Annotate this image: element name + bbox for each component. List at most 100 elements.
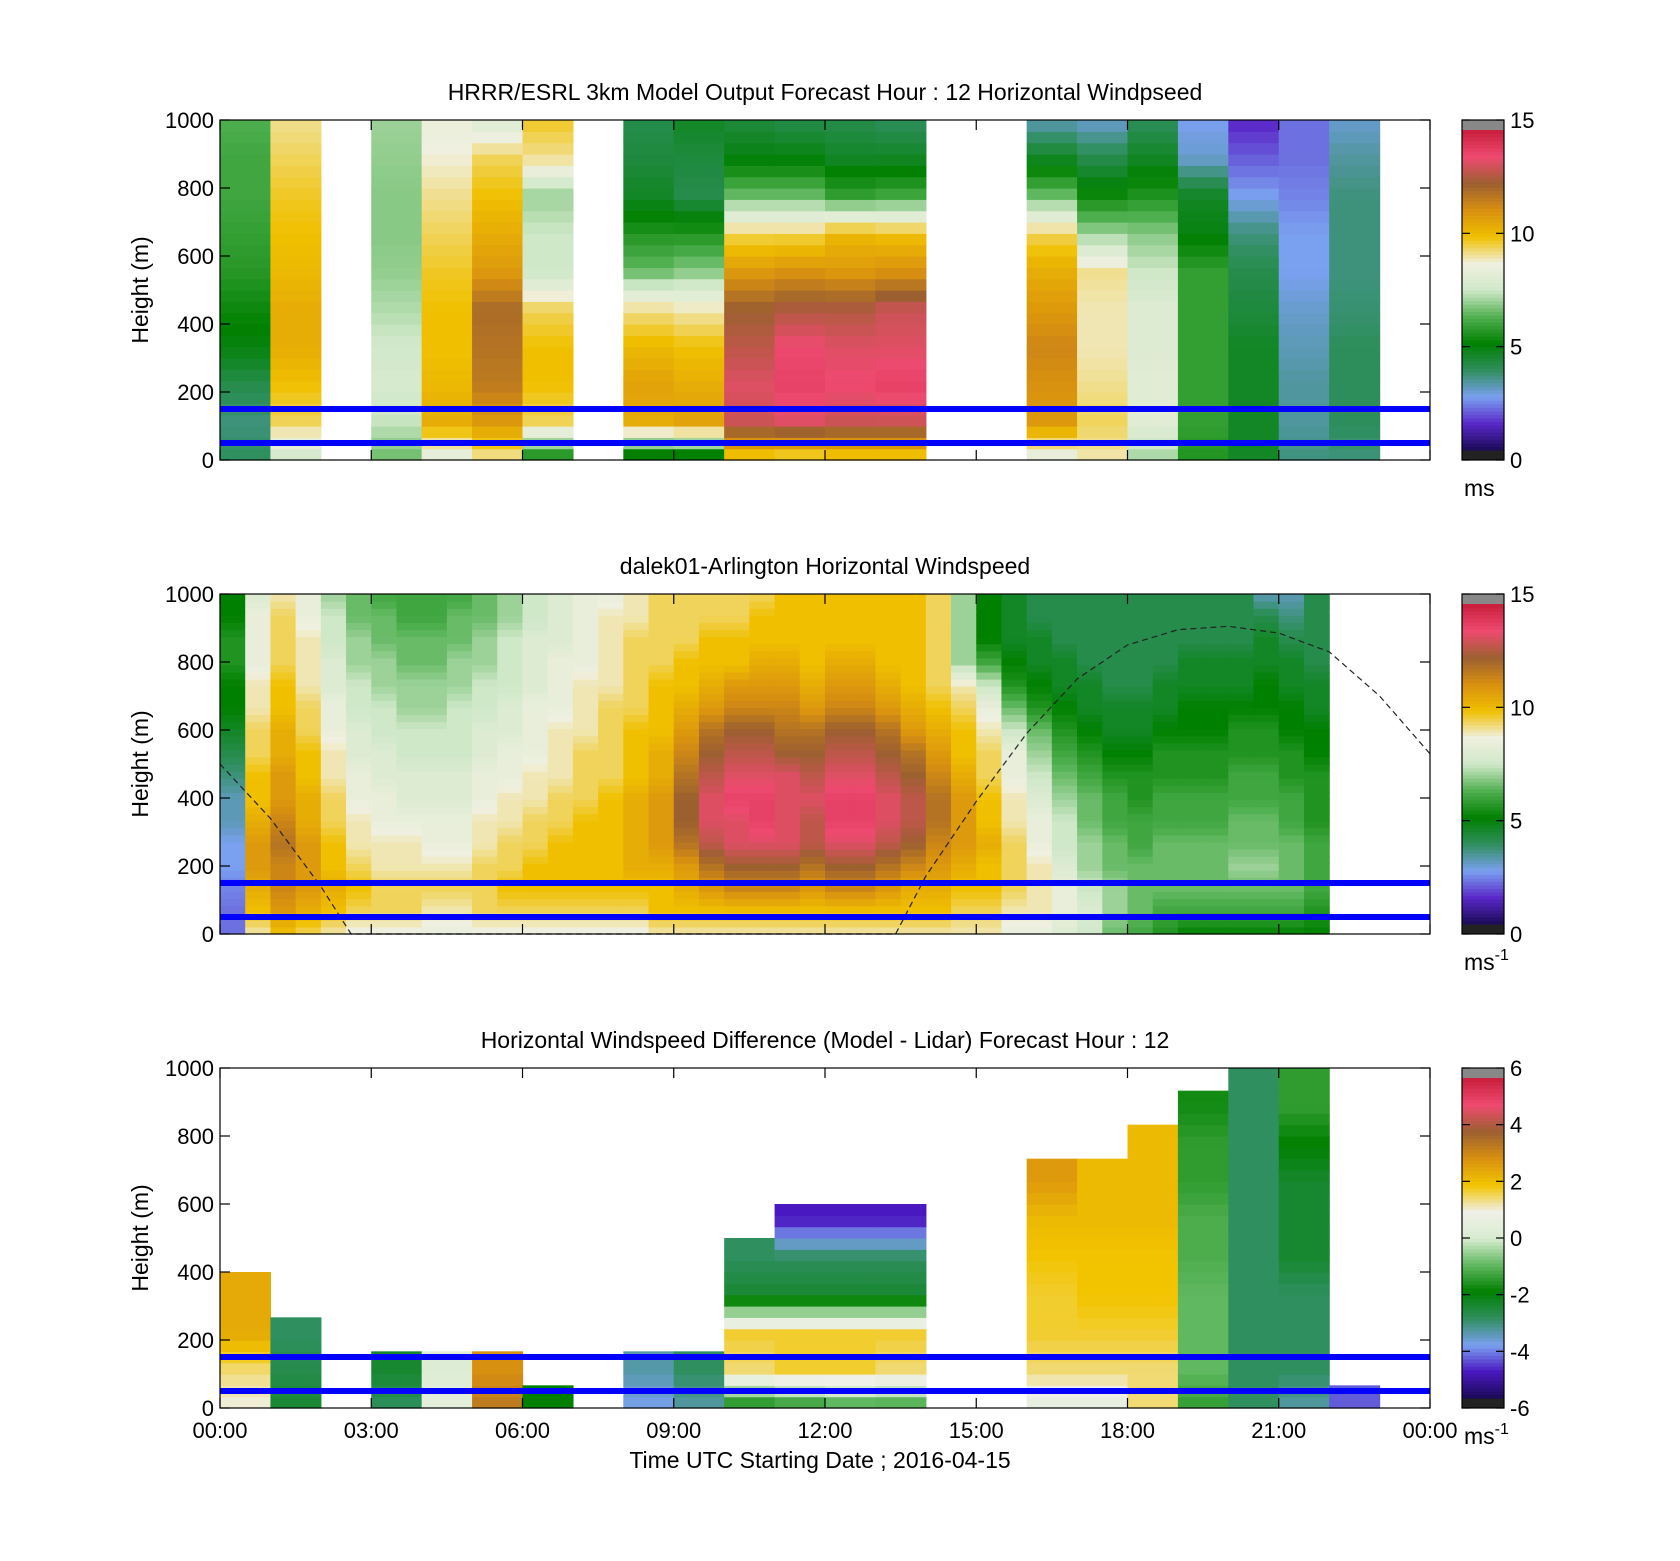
heatmap-cell [1102,728,1129,737]
heatmap-cell [1228,806,1255,815]
heatmap-cell [421,891,448,900]
heatmap-cell [1077,834,1103,843]
heatmap-cell [1001,799,1028,808]
heatmap-cell [1127,369,1179,382]
heatmap-cell [749,714,776,723]
heatmap-cell [1102,799,1129,808]
colorbar-segment [1462,147,1504,152]
heatmap-cell [421,693,448,701]
heatmap-cell [1152,594,1179,602]
heatmap-cell [295,820,322,829]
heatmap-cell [875,1204,927,1216]
heatmap-cell [900,771,927,779]
heatmap-cell [774,643,801,652]
heatmap-cell [497,594,524,602]
heatmap-cell [396,756,423,765]
heatmap-cell [875,671,902,680]
heatmap-cell [1127,601,1154,609]
heatmap-cell [799,721,826,730]
heatmap-cell [976,905,1003,914]
heatmap-cell [799,905,826,914]
heatmap-cell [421,601,448,609]
heatmap-cell [396,601,423,609]
heatmap-cell [472,615,498,623]
heatmap-cell [522,785,549,793]
heatmap-cell [1228,643,1255,652]
heatmap-cell [1278,358,1330,370]
heatmap-cell [1177,233,1229,246]
heatmap-cell [774,188,826,200]
heatmap-cell [1203,671,1229,680]
heatmap-cell [1001,742,1028,751]
heatmap-cell [421,622,448,631]
heatmap-cell [1303,856,1330,864]
heatmap-cell [371,154,423,166]
heatmap-cell [1177,671,1204,680]
heatmap-cell [799,700,826,708]
colorbar-segment [1462,611,1504,616]
heatmap-cell [1329,267,1381,280]
heatmap-cell [976,643,1003,652]
heatmap-cell [1026,1181,1078,1194]
heatmap-cell [220,1374,272,1386]
heatmap-cell [1127,1215,1179,1228]
colorbar-segment [1462,1298,1504,1303]
heatmap-cell [976,615,1003,623]
heatmap-cell [976,735,1003,744]
heatmap-cell [774,1215,826,1228]
colorbar-segment [1462,863,1504,868]
heatmap-cell [1278,764,1305,772]
heatmap-cell [522,629,549,638]
heatmap-cell [1278,926,1305,935]
heatmap-cell [547,622,574,631]
colorbar-segment [1462,1259,1504,1264]
heatmap-cell [1077,1192,1129,1205]
colorbar-segment [1462,197,1504,202]
heatmap-cell [572,785,599,793]
heatmap-cell [623,891,650,900]
heatmap-cell [1177,426,1229,438]
heatmap-cell [220,870,246,878]
heatmap-cell [1077,714,1103,723]
y-tick-label: 400 [177,1260,214,1285]
heatmap-cell [1203,806,1229,815]
heatmap-cell [1026,358,1078,370]
heatmap-cell [472,312,524,325]
heatmap-cell [1278,1181,1330,1194]
heatmap-cell [1203,919,1229,928]
heatmap-cell [346,643,372,652]
heatmap-cell [472,686,498,694]
heatmap-cell [295,870,322,878]
heatmap-cell [825,693,851,701]
heatmap-cell [698,664,725,673]
heatmap-cell [270,834,297,843]
panel-2: dalek01-Arlington Horizontal Windspeed02… [127,553,1534,975]
heatmap-cell [724,778,750,786]
heatmap-cell [749,622,776,631]
heatmap-cell [1228,1124,1280,1137]
heatmap-cell [522,199,574,212]
heatmap-cell [1077,448,1129,461]
heatmap-cell [673,594,700,602]
heatmap-cell [245,742,272,751]
heatmap-cell [421,856,448,864]
heatmap-cell [951,742,977,751]
heatmap-cell [925,905,952,914]
heatmap-cell [1077,686,1103,694]
heatmap-cell [1077,756,1103,765]
heatmap-cell [799,870,826,878]
heatmap-cell [295,863,322,871]
colorbar-tick-label: -4 [1510,1339,1530,1364]
heatmap-cell [850,799,877,808]
heatmap-cell [825,700,851,708]
heatmap-cell [1102,870,1129,878]
heatmap-cell [497,834,524,843]
colorbar-segment [1462,664,1504,669]
heatmap-cell [1001,926,1028,935]
heatmap-cell [774,358,826,370]
colorbar-segment [1462,785,1504,790]
heatmap-cell [421,926,448,935]
heatmap-cell [900,806,927,815]
heatmap-cell [1152,834,1179,843]
heatmap-cell [1303,841,1330,850]
